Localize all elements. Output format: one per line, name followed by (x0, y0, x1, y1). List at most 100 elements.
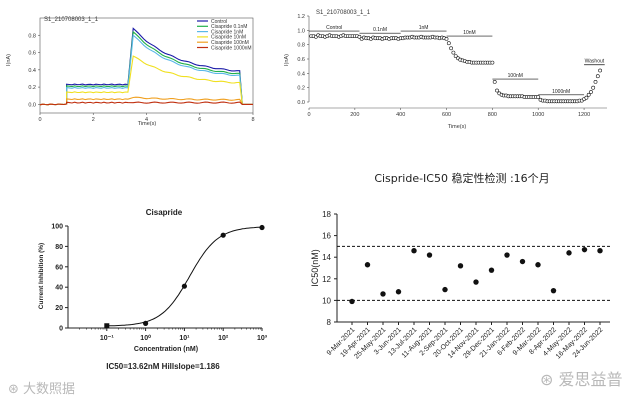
dose-x-tick-label: 10¹ (179, 335, 190, 342)
ic50-stability-ylabel: IC50(nM) (310, 249, 320, 287)
ic50-y-tick-label: 18 (322, 210, 331, 219)
dose-y-tick-label: 0 (59, 326, 63, 333)
dose-x-tick-label: 10⁻¹ (100, 335, 114, 342)
dose-y-tick-label: 20 (55, 305, 63, 312)
dose-x-tick-label: 10⁰ (140, 334, 151, 342)
timecourse-point (536, 95, 541, 99)
dose-point (104, 323, 110, 329)
timecourse-annotation-label: 1000nM (552, 89, 570, 95)
timecourse-point (591, 85, 596, 90)
dose-y-tick-label: 40 (55, 285, 63, 292)
ic50-point (426, 252, 433, 258)
dose-point (181, 283, 187, 289)
dose-response-caption: IC50=13.62nM Hillslope=1.186 (106, 362, 220, 371)
trace-panel-title: S1_210708003_1_1 (44, 17, 99, 23)
ic50-point (519, 258, 526, 265)
timecourse-x-tick-label: 200 (350, 112, 359, 118)
trace-legend-label: Cisapride 1nM (211, 29, 243, 35)
timecourse-point (586, 92, 591, 97)
dose-y-tick-label: 100 (51, 224, 63, 231)
dose-point (259, 224, 265, 231)
dose-x-tick-label: 10² (218, 335, 229, 342)
ic50-point (349, 298, 355, 305)
timecourse-x-tick-label: 800 (488, 112, 497, 118)
timecourse-x-tick-label: 0 (307, 112, 310, 118)
ic50-point (550, 287, 557, 294)
trace-series-cisapride-1000nm (39, 101, 253, 106)
ic50-y-tick-label: 12 (322, 275, 331, 284)
ic50-point (395, 289, 402, 295)
timecourse-annotation-label: Washout (585, 59, 605, 65)
timecourse-point (598, 68, 603, 73)
timecourse-point (595, 74, 600, 79)
watermark-left-text: 大数照据 (23, 382, 76, 397)
timecourse-y-tick-label: 1.0 (297, 28, 305, 34)
timecourse-panel-points (309, 33, 603, 104)
trace-panel-ylabel: I(nA) (6, 54, 12, 66)
timecourse-point (446, 41, 451, 46)
ic50-point (457, 263, 464, 269)
trace-x-tick-label: 0 (38, 117, 41, 123)
timecourse-annotation-label: 10nM (463, 30, 476, 36)
timecourse-point (589, 90, 593, 94)
dose-point (143, 320, 149, 327)
timecourse-annotation-label: 100nM (508, 73, 523, 79)
timecourse-point (453, 54, 458, 59)
dose-response-title: Cisapride (146, 208, 183, 217)
ic50-point (488, 267, 495, 273)
trace-series-cisapride-1nm (39, 34, 253, 106)
timecourse-x-tick-label: 400 (396, 112, 405, 118)
trace-panel-axes: 0 2 4 6 8 0.0 0.2 0.4 0.6 0.8 (28, 17, 255, 123)
ic50-point (566, 250, 572, 256)
trace-series-cisapride-100nm (39, 96, 253, 106)
ic50-y-tick-label: 14 (322, 253, 331, 262)
trace-series-cisapride-0.1nm (39, 30, 253, 106)
timecourse-point (444, 37, 449, 41)
ic50-y-tick-label: 10 (322, 296, 331, 305)
trace-legend-label: Cisapride 100nM (211, 40, 249, 46)
trace-x-tick-label: 4 (145, 117, 148, 123)
timecourse-point (593, 80, 598, 84)
timecourse-y-tick-label: 0.8 (297, 43, 305, 49)
dose-x-tick-label: 10³ (257, 335, 268, 342)
trace-panel-series (39, 27, 253, 106)
timecourse-y-tick-label: 0.2 (297, 86, 305, 92)
trace-x-tick-label: 2 (92, 117, 95, 123)
timecourse-panel-xlabel: Time(s) (448, 124, 467, 130)
dose-y-tick-label: 80 (55, 244, 63, 251)
ic50-stability-axes: 810121416189-Mar-202119-Apr-202125-May-2… (322, 210, 610, 361)
ic50-y-tick-label: 8 (327, 318, 332, 327)
timecourse-annotation-label: Control (326, 25, 342, 31)
timecourse-point (495, 88, 499, 93)
timecourse-point (492, 80, 497, 84)
trace-y-tick-label: 0.6 (28, 51, 36, 57)
trace-legend-label: Control (211, 19, 227, 25)
timecourse-y-tick-label: 0.0 (297, 100, 305, 106)
trace-panel-xlabel: Time(s) (138, 121, 157, 127)
trace-legend-label: Cisapride 1000nM (211, 45, 252, 51)
ic50-point (504, 252, 510, 258)
trace-x-tick-label: 6 (198, 117, 201, 123)
trace-legend-label: Cisapride 0.1nM (211, 24, 247, 30)
timecourse-point (490, 60, 495, 65)
timecourse-panel-title: S1_210708003_1_1 (316, 10, 371, 16)
timecourse-point (357, 34, 362, 39)
ic50-point (597, 248, 603, 254)
dose-response-ylabel: Current Inhibition (%) (38, 243, 45, 309)
watermark-right-icon: ⊛ (540, 370, 559, 389)
trace-legend-label: Cisapride 10nM (211, 35, 246, 41)
ic50-stability-reference-lines (337, 245, 610, 301)
trace-x-tick-label: 8 (251, 117, 254, 123)
dose-response-xlabel: Concentration (nM) (134, 346, 198, 353)
ic50-point (380, 291, 386, 297)
trace-series-cisapride-10nm (39, 55, 253, 106)
trace-y-tick-label: 0.2 (28, 85, 36, 91)
ic50-point (473, 279, 479, 285)
timecourse-point (451, 50, 456, 55)
timecourse-panel-axes: 0 200 400 600 800 1000 1200 0.0 0.2 0.4 0.6 0.8 1.0 1… (297, 14, 607, 118)
ic50-y-tick-label: 16 (322, 232, 331, 241)
